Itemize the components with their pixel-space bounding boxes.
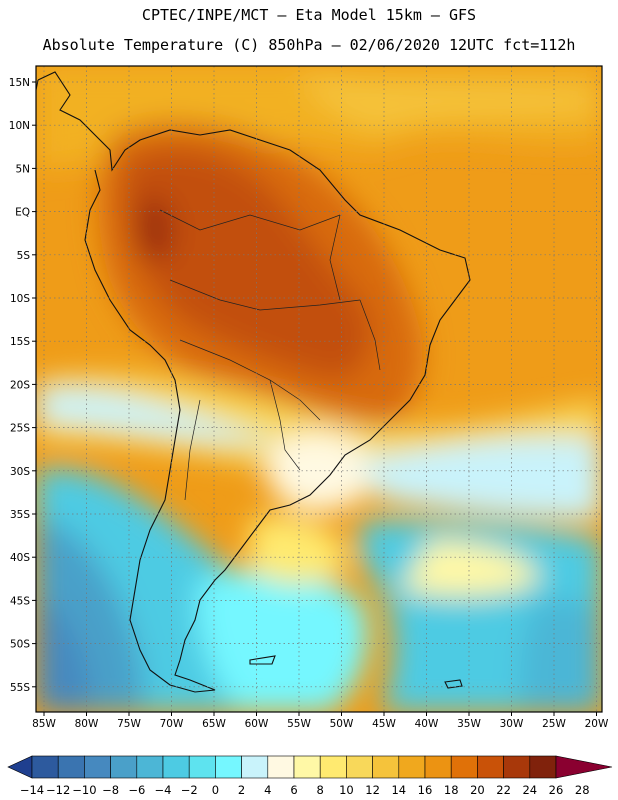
title-line-1: CPTEC/INPE/MCT – Eta Model 15km – GFS — [141, 6, 477, 24]
colorbar-swatch — [372, 755, 400, 779]
lat-tick-label: 30S — [10, 466, 30, 478]
colorbar-label: 16 — [418, 783, 433, 797]
colorbar-label: 20 — [470, 783, 485, 797]
colorbar-label: −2 — [181, 783, 198, 797]
colorbar-label: −14 — [20, 783, 44, 797]
lat-tick-label: 45S — [10, 595, 30, 607]
lat-tick-label: 50S — [10, 639, 30, 651]
lat-tick-label: 25S — [10, 423, 30, 435]
borders — [159, 209, 381, 501]
colorbar-label: −6 — [128, 783, 145, 797]
colorbar-swatch — [267, 755, 295, 779]
colorbar-label: 14 — [391, 783, 406, 797]
colorbar-label: 6 — [290, 783, 297, 797]
colorbar-swatch — [319, 755, 347, 779]
colorbar-swatch — [477, 755, 504, 779]
colorbar-swatch — [188, 755, 216, 779]
longitude-labels: 85W 80W 75W 70W 65W 60W 55W 50W 45W 40W 35W 30W 25W 2… — [32, 712, 609, 730]
lon-tick-label: 30W — [500, 718, 524, 730]
lat-tick-label: 15N — [9, 77, 30, 89]
colorbar-swatch — [57, 755, 85, 779]
lon-tick-label: 35W — [457, 718, 481, 730]
colorbar-swatch — [503, 755, 531, 779]
lat-tick-label: 5N — [15, 163, 30, 175]
colorbar-label: 0 — [212, 783, 219, 797]
colorbar-label: 24 — [522, 783, 537, 797]
lat-tick-label: 20S — [10, 379, 30, 391]
lat-tick-label: EQ — [15, 207, 30, 219]
colorbar-label: −12 — [46, 783, 70, 797]
colorbar-label: 22 — [496, 783, 511, 797]
colorbar-swatch — [346, 755, 373, 779]
colorbar-label: 2 — [238, 783, 245, 797]
colorbar-swatch — [424, 755, 452, 779]
colorbar-label: 4 — [264, 783, 271, 797]
colorbar-label: 18 — [444, 783, 459, 797]
lat-tick-label: 10N — [9, 120, 30, 132]
colorbar-swatch — [215, 755, 242, 779]
lon-tick-label: 40W — [415, 718, 439, 730]
lat-tick-label: 55S — [10, 682, 30, 694]
lon-tick-label: 80W — [75, 718, 99, 730]
colorbar-swatch — [84, 755, 111, 779]
colorbar-swatch — [293, 755, 321, 779]
colorbar-label: −8 — [102, 783, 119, 797]
colorbar-swatch — [241, 755, 269, 779]
colorbar-swatch — [162, 755, 190, 779]
colorbar-arrow-right — [555, 755, 613, 779]
lon-tick-label: 60W — [245, 718, 269, 730]
lat-tick-label: 35S — [10, 509, 30, 521]
lon-tick-label: 85W — [32, 718, 56, 730]
lon-tick-label: 55W — [287, 718, 311, 730]
colorbar-label: 28 — [575, 783, 590, 797]
lat-tick-label: 5S — [17, 250, 31, 262]
colorbar-swatch — [31, 755, 59, 779]
colorbar-swatch — [136, 755, 164, 779]
temperature-field — [36, 66, 602, 712]
lat-tick-label: 40S — [10, 552, 30, 564]
colorbar-arrow-left — [7, 755, 33, 779]
colorbar-label: 8 — [317, 783, 324, 797]
lon-tick-label: 70W — [160, 718, 184, 730]
colorbar-swatch — [529, 755, 557, 779]
lat-tick-label: 15S — [10, 336, 30, 348]
colorbar-swatch — [398, 755, 426, 779]
colorbar-swatch — [110, 755, 138, 779]
colorbar-label: −10 — [72, 783, 96, 797]
colorbar-label: −4 — [155, 783, 172, 797]
map-frame — [35, 65, 603, 713]
lon-tick-label: 45W — [372, 718, 396, 730]
lon-tick-label: 25W — [542, 718, 566, 730]
colorbar-label: 10 — [339, 783, 354, 797]
lon-tick-label: 50W — [330, 718, 354, 730]
latitude-labels: 15N 10N 5N EQ 5S 10S 15S 20S 25S 30S 35S 40S 45S 50S 5… — [9, 77, 36, 694]
title-line-2: Absolute Temperature (C) 850hPa – 02/06/… — [42, 36, 576, 54]
lon-tick-label: 65W — [202, 718, 226, 730]
lon-tick-label: 75W — [117, 718, 141, 730]
colorbar-label: 26 — [549, 783, 564, 797]
colorbar-label: 12 — [365, 783, 380, 797]
colorbar-swatch — [450, 755, 478, 779]
lon-tick-label: 20W — [585, 718, 609, 730]
lat-tick-label: 10S — [10, 293, 30, 305]
